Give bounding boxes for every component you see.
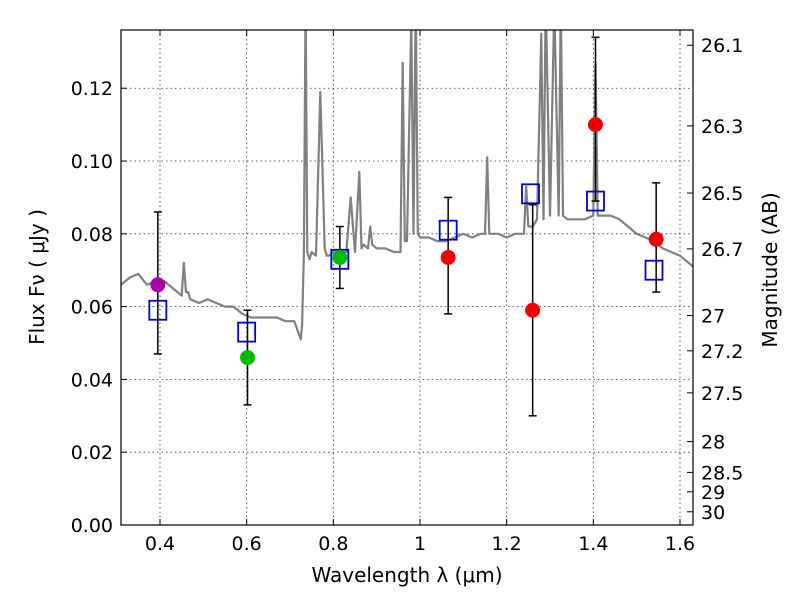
y-tick-label: 0.06	[71, 297, 113, 319]
plot-area	[121, 30, 693, 417]
right-tick-label: 27.2	[701, 341, 743, 363]
x-axis-label: Wavelength λ (μm)	[311, 563, 502, 587]
model-square-marker	[521, 183, 540, 205]
observed-point	[440, 249, 456, 265]
right-tick-label: 29	[701, 482, 725, 504]
y-tick-label: 0.00	[71, 515, 113, 537]
grid	[121, 30, 693, 526]
model-square-marker	[237, 321, 257, 343]
observed-point	[525, 302, 541, 318]
observed-point	[240, 350, 256, 366]
right-tick-label: 26.1	[701, 35, 743, 57]
right-tick-label: 28	[701, 432, 725, 454]
axis-ticks: 0.4 0.6 0.8 1 1.2 1.4 1.6 0.00 0.02 0.04 0.06 0.08 0…	[71, 30, 743, 555]
right-tick-label: 26.5	[701, 183, 743, 205]
x-tick-label: 1	[414, 533, 426, 555]
y-tick-label: 0.04	[71, 369, 113, 391]
right-tick-label: 27.5	[701, 383, 743, 405]
x-tick-label: 1.6	[665, 533, 695, 555]
model-square-marker	[330, 248, 350, 270]
right-tick-label: 30	[701, 502, 725, 524]
x-tick-label: 0.8	[318, 533, 348, 555]
model-square-marker	[586, 190, 605, 212]
observed-point	[332, 249, 348, 265]
plot-frame	[120, 29, 694, 526]
y-axis-label: Flux Fν ( μJy )	[25, 209, 49, 345]
right-tick-label: 26.3	[701, 116, 743, 138]
right-tick-label: 28.5	[701, 462, 743, 484]
spectrum-line	[121, 30, 693, 341]
model-square-marker	[438, 219, 458, 241]
y-tick-label: 0.02	[71, 442, 113, 464]
observed-point	[588, 117, 603, 133]
right-axis-label: Magnitude (AB)	[758, 192, 782, 347]
y-tick-label: 0.12	[71, 78, 113, 100]
x-tick-label: 1.2	[492, 533, 522, 555]
observed-point	[648, 231, 664, 247]
observed-point	[150, 277, 166, 293]
right-tick-label: 27	[701, 306, 725, 328]
right-tick-label: 26.7	[701, 239, 743, 261]
model-square-marker	[148, 299, 168, 321]
x-tick-label: 0.6	[232, 533, 262, 555]
x-tick-label: 0.4	[145, 533, 175, 555]
model-square-marker	[644, 259, 664, 281]
y-tick-label: 0.10	[71, 151, 113, 173]
x-tick-label: 1.4	[578, 533, 608, 555]
y-tick-label: 0.08	[71, 224, 113, 246]
